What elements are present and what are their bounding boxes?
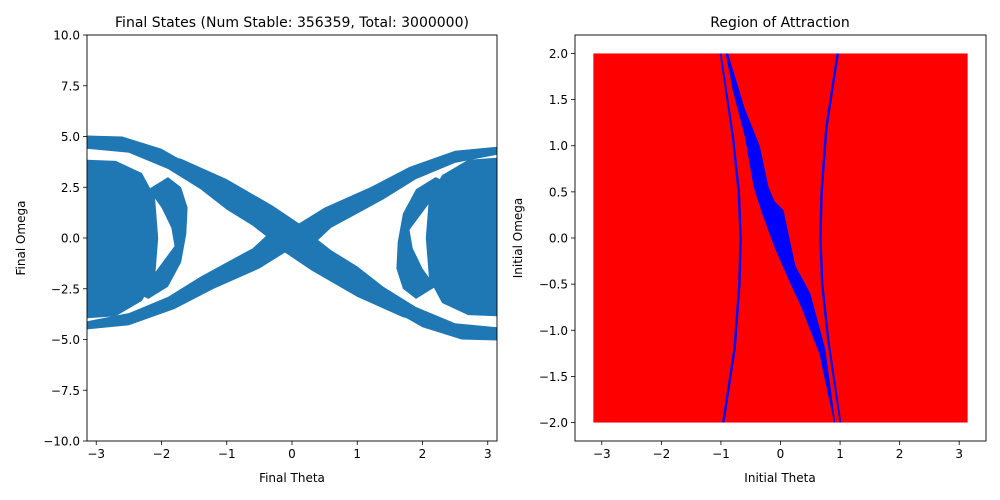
x-tick-label: −3 <box>593 447 611 461</box>
y-tick-label: 0.0 <box>549 232 568 246</box>
y-tick-label: −7.5 <box>51 384 80 398</box>
left-x-axis-label: Final Theta <box>259 471 325 485</box>
y-tick-label: 2.0 <box>549 47 568 61</box>
right-y-axis-label: Initial Omega <box>511 198 525 279</box>
y-tick-label: 1.0 <box>549 139 568 153</box>
right-subplot: Region of Attraction −3 −2 −1 0 1 2 3 −2.0 −1.5… <box>511 15 987 485</box>
right-x-axis-label: Initial Theta <box>744 471 815 485</box>
left-plot-area <box>87 135 497 341</box>
y-tick-label: 0.0 <box>61 232 80 246</box>
y-tick-label: 1.5 <box>549 93 568 107</box>
y-tick-label: 7.5 <box>61 79 80 93</box>
left-y-ticks: −10.0 −7.5 −5.0 −2.5 0.0 2.5 5.0 7.5 10.0 <box>43 29 87 449</box>
x-tick-label: −1 <box>218 447 236 461</box>
left-core-region <box>87 159 159 319</box>
x-tick-label: −3 <box>87 447 105 461</box>
x-tick-label: −2 <box>653 447 671 461</box>
left-y-axis-label: Final Omega <box>14 201 28 276</box>
left-x-ticks: −3 −2 −1 0 1 2 3 <box>87 441 492 461</box>
x-tick-label: 2 <box>896 447 904 461</box>
right-crescent-region <box>396 177 449 299</box>
stable-left-arc <box>719 53 742 423</box>
left-chart-title: Final States (Num Stable: 356359, Total:… <box>115 15 469 31</box>
x-tick-label: 1 <box>353 447 361 461</box>
x-tick-label: −1 <box>712 447 730 461</box>
right-x-ticks: −3 −2 −1 0 1 2 3 <box>593 441 963 461</box>
y-tick-label: −1.0 <box>539 324 568 338</box>
left-crescent-region <box>135 177 188 299</box>
y-tick-label: −2.0 <box>539 416 568 430</box>
y-tick-label: 5.0 <box>61 130 80 144</box>
x-tick-label: 0 <box>288 447 296 461</box>
y-tick-label: 0.5 <box>549 185 568 199</box>
left-subplot: Final States (Num Stable: 356359, Total:… <box>14 15 498 485</box>
y-tick-label: 2.5 <box>61 181 80 195</box>
y-tick-label: −10.0 <box>43 435 80 449</box>
x-tick-label: 3 <box>484 447 492 461</box>
x-tick-label: 1 <box>836 447 844 461</box>
x-tick-label: 3 <box>955 447 963 461</box>
y-tick-label: −5.0 <box>51 333 80 347</box>
y-tick-label: 10.0 <box>53 29 80 43</box>
right-y-ticks: −2.0 −1.5 −1.0 −0.5 0.0 0.5 1.0 1.5 2.0 <box>539 47 575 430</box>
x-tick-label: 0 <box>777 447 785 461</box>
x-tick-label: 2 <box>419 447 427 461</box>
x-tick-label: −2 <box>153 447 171 461</box>
stable-central-blade <box>725 53 836 423</box>
final-states-points <box>87 135 497 341</box>
y-tick-label: −1.5 <box>539 370 568 384</box>
right-core-region <box>425 157 497 317</box>
right-plot-area <box>593 53 968 423</box>
mid-band-left-region <box>87 144 312 330</box>
right-chart-title: Region of Attraction <box>710 15 849 31</box>
y-tick-label: −0.5 <box>539 278 568 292</box>
stable-right-arc <box>819 53 842 423</box>
mid-band-right-region <box>272 146 497 332</box>
y-tick-label: −2.5 <box>51 282 80 296</box>
